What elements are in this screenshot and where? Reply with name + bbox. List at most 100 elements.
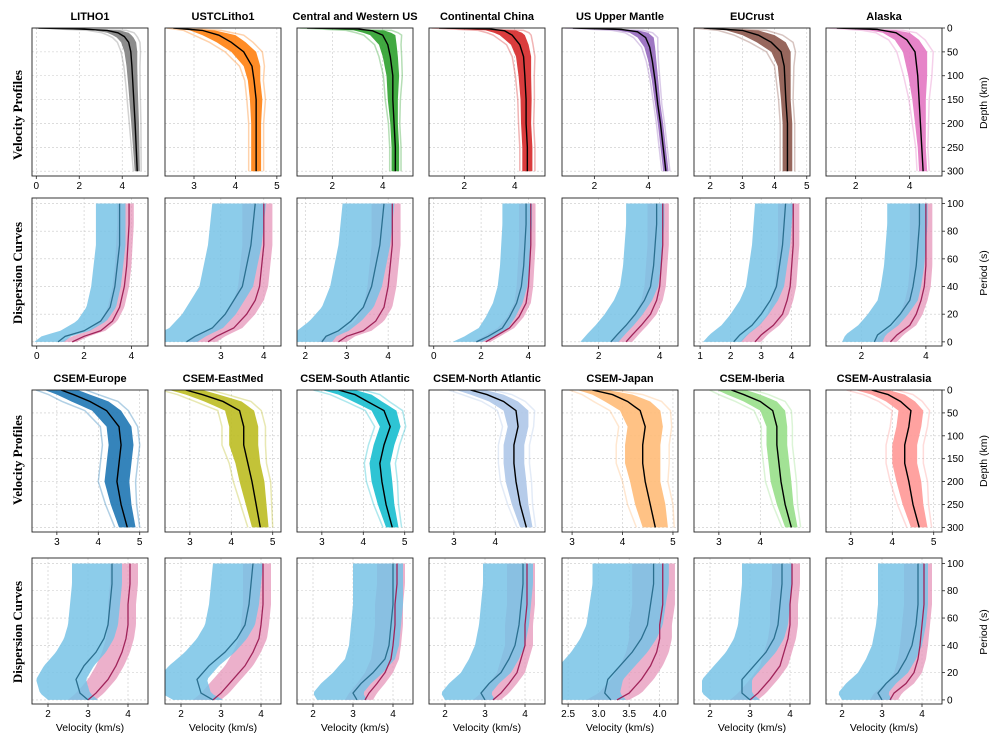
x-tick-label: 5 (804, 181, 810, 192)
ensemble-edge (299, 28, 391, 172)
panel-frame (693, 27, 811, 177)
x-tick-label: 2 (859, 351, 865, 362)
y-tick-label: 80 (947, 586, 959, 597)
plot-area (165, 203, 273, 343)
x-tick-label: 4 (772, 181, 778, 192)
ensemble-edge (85, 390, 141, 528)
mean-profile-line (470, 390, 528, 528)
pink-mean-curve (212, 563, 264, 701)
panel-frame (31, 389, 149, 533)
ensemble-edge (580, 28, 671, 172)
x-tick-label: 3 (85, 709, 91, 720)
blue-ensemble-band (452, 203, 532, 342)
panel-frame (825, 557, 943, 705)
ensemble-edge (844, 28, 934, 172)
right-axis-label-2: Period (s) (978, 250, 990, 296)
ensemble-edge (569, 390, 638, 528)
x-tick-label: 4 (390, 709, 396, 720)
panel-frame (825, 27, 943, 177)
blue-mean-curve (873, 203, 921, 343)
panel-r0c1: 3 4 5 USTCLitho1 (164, 11, 282, 192)
panel-frame (296, 197, 414, 347)
ensemble-edge (41, 28, 142, 172)
blue-ensemble-band (313, 563, 403, 700)
x-tick-label: 2 (728, 351, 734, 362)
blue-mean-curve (186, 203, 256, 343)
pink-mean-curve (338, 203, 393, 343)
panel-frame (428, 557, 546, 705)
x-tick-label: 4 (620, 537, 626, 548)
ensemble-band (831, 28, 928, 172)
blue-mean-curve (480, 563, 524, 701)
ensemble-band (36, 28, 140, 172)
panel-title: LITHO1 (70, 11, 109, 23)
panel-title: Alaska (866, 11, 902, 23)
x-tick-label: 4 (526, 351, 532, 362)
blue-ensemble-band (838, 563, 928, 700)
y-tick-label: 100 (947, 199, 964, 210)
x-tick-label: 3 (319, 537, 325, 548)
x-tick-label: 2 (76, 181, 82, 192)
panel-r0c0: 0 2 4 LITHO1 (31, 11, 149, 192)
x-tick-label: 2 (592, 181, 598, 192)
blue-ensemble-band (34, 203, 126, 342)
x-tick-label: 3 (569, 537, 575, 548)
ensemble-edge (35, 390, 116, 528)
x-tick-label: 3 (187, 537, 193, 548)
x-tick-label: 2 (310, 709, 316, 720)
y-tick-label: 200 (947, 477, 964, 488)
mean-profile-line (38, 28, 138, 172)
x-tick-label: 3 (218, 351, 224, 362)
x-tick-label: 5 (274, 181, 280, 192)
plot-area (166, 28, 267, 172)
x-tick-label: 3 (54, 537, 60, 548)
mean-profile-line (731, 390, 793, 528)
ensemble-edge (35, 28, 135, 172)
panel-title: CSEM-Japan (586, 373, 654, 385)
ensemble-band (716, 390, 798, 528)
y-tick-label: 60 (947, 614, 959, 625)
row-labels: Velocity Profiles Dispersion Curves Velo… (10, 70, 25, 683)
blue-ensemble-band (36, 563, 122, 700)
mean-profile-line (307, 28, 397, 172)
x-tick-label: 3.5 (622, 709, 636, 720)
x-tick-label: 4 (907, 181, 913, 192)
x-tick-label: 2 (462, 181, 468, 192)
plot-area (846, 390, 933, 528)
ensemble-edge (448, 390, 518, 528)
ensemble-edge (846, 390, 908, 528)
x-tick-label: 3 (218, 709, 224, 720)
ensemble-edge (446, 28, 536, 172)
x-tick-label: 4 (380, 181, 386, 192)
pink-mean-curve (754, 203, 794, 343)
ensemble-edge (313, 390, 384, 528)
x-axis-label: Velocity (km/s) (321, 722, 389, 734)
ensemble-band (169, 28, 263, 172)
panel-r2c1: 3 4 5 CSEM-EastMed (164, 373, 282, 548)
row-label-4: Dispersion Curves (10, 581, 25, 683)
y-tick-label: 150 (947, 95, 964, 106)
plot-area (580, 203, 669, 343)
panel-title: CSEM-South Atlantic (300, 373, 410, 385)
y-tick-label: 50 (947, 408, 959, 419)
blue-mean-curve (476, 203, 527, 343)
x-tick-label: 4 (119, 181, 125, 192)
pink-mean-curve (616, 563, 664, 701)
x-tick-label: 4 (646, 181, 652, 192)
right-axis-labels: Depth (km) Period (s) Depth (km) Period … (978, 77, 990, 655)
x-tick-label: 4 (919, 709, 925, 720)
plot-area (441, 563, 535, 701)
blue-mean-curve (196, 563, 254, 701)
y-tick-label: 300 (947, 167, 964, 178)
x-tick-label: 3 (740, 181, 746, 192)
plot-area (431, 28, 536, 172)
panel-frame (428, 389, 546, 533)
panel-r0c5: 2 3 4 5 EUCrust (693, 11, 811, 192)
plot-area (299, 28, 404, 172)
x-tick-label: 2 (839, 709, 845, 720)
mean-profile-line (572, 28, 667, 172)
y-tick-label: 100 (947, 559, 964, 570)
ensemble-edge (165, 390, 249, 528)
